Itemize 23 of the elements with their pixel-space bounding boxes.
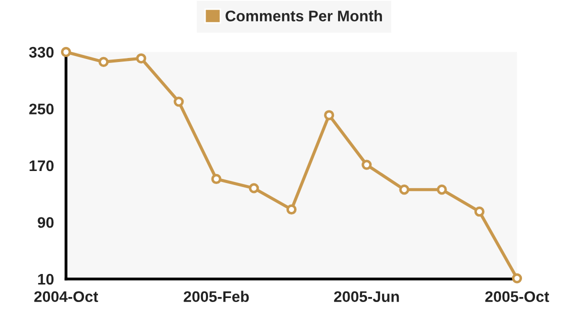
- point: [474, 206, 484, 217]
- point: [98, 56, 109, 67]
- point: [174, 96, 184, 107]
- point: [286, 204, 297, 215]
- y-tick-label: 10: [38, 274, 54, 285]
- point: [136, 53, 146, 64]
- point: [512, 273, 522, 284]
- point: [211, 174, 222, 184]
- point: [362, 160, 372, 170]
- x-tick-label: 2005-Oct: [485, 291, 550, 302]
- point: [436, 184, 447, 195]
- point: [248, 183, 259, 194]
- y-tick-label: 330: [29, 46, 54, 58]
- point: [60, 46, 72, 58]
- point: [324, 110, 334, 120]
- point: [399, 184, 410, 195]
- x-tick-label: 2005-Jun: [334, 291, 399, 302]
- y-tick-label: 170: [30, 160, 54, 172]
- y-tick-label: 90: [38, 217, 54, 228]
- y-tick-label: 250: [29, 104, 54, 114]
- x-tick-label: 2004-Oct: [34, 291, 98, 302]
- legend-label: Comments Per Month: [226, 10, 382, 22]
- x-tick-label: 2005-Feb: [184, 290, 249, 302]
